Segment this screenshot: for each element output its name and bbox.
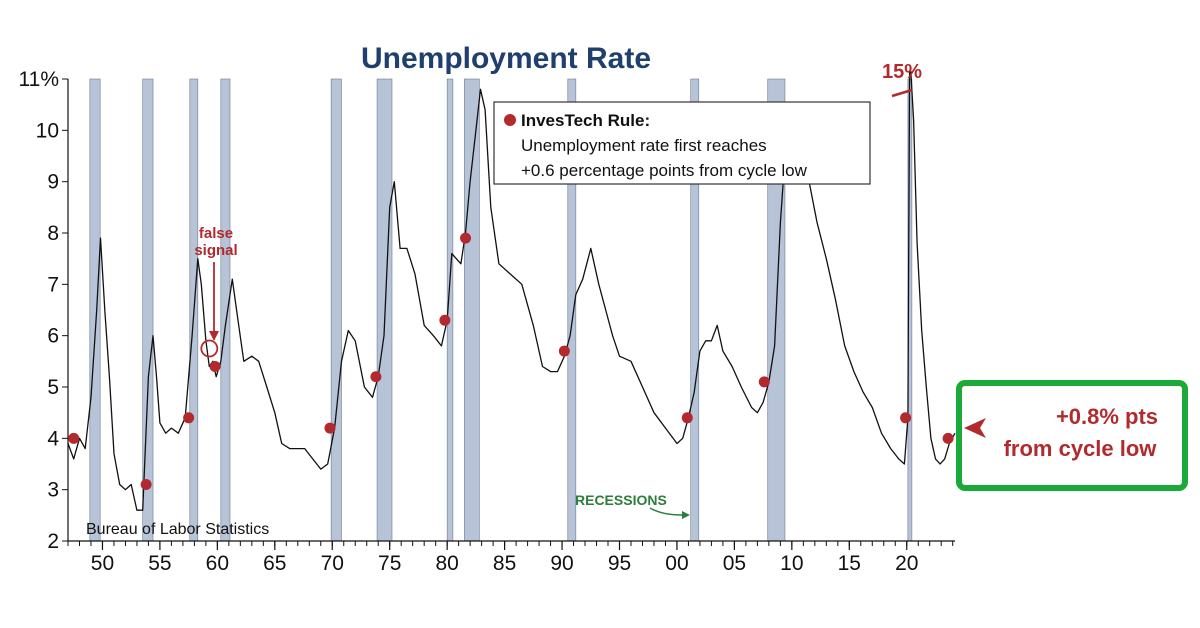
x-tick-label: 60 bbox=[206, 552, 229, 575]
x-tick-label: 20 bbox=[895, 552, 918, 575]
y-tick-label: 5 bbox=[47, 376, 59, 399]
legend-heading: InvesTech Rule: bbox=[521, 111, 650, 130]
signal-dot bbox=[324, 422, 336, 434]
x-tick-label: 65 bbox=[263, 552, 286, 575]
x-tick-label: 90 bbox=[550, 552, 573, 575]
x-tick-label: 50 bbox=[91, 552, 114, 575]
y-tick-label: 11% bbox=[19, 68, 59, 91]
callout-line-1: +0.8% pts bbox=[1056, 404, 1158, 429]
x-tick-label: 80 bbox=[435, 552, 458, 575]
signal-dots bbox=[68, 232, 954, 491]
recession-bar bbox=[89, 78, 101, 542]
y-tick-label: 2 bbox=[47, 530, 59, 553]
unemployment-line bbox=[67, 70, 956, 511]
legend-line-2: +0.6 percentage points from cycle low bbox=[521, 161, 808, 180]
callout-arrow-icon bbox=[964, 418, 986, 438]
recessions-pointer-head bbox=[682, 511, 690, 519]
legend-marker bbox=[504, 114, 516, 126]
callout-box bbox=[956, 380, 1188, 491]
axes: 2 3 4 5 6 7 8 9 10 11% 50 55 60 65 70 75 80 85 90 95 00 05 10 1… bbox=[19, 68, 955, 575]
chart-title: Unemployment Rate bbox=[361, 42, 651, 75]
y-tick-label: 4 bbox=[47, 427, 59, 450]
signal-dot bbox=[900, 412, 912, 424]
signal-dot bbox=[209, 360, 221, 372]
peak-label: 15% bbox=[882, 61, 922, 83]
callout-line-2: from cycle low bbox=[1004, 436, 1158, 461]
false-signal-arrowhead bbox=[209, 331, 219, 341]
signal-dot bbox=[558, 345, 570, 357]
x-tick-label: 00 bbox=[665, 552, 688, 575]
y-tick-label: 9 bbox=[47, 171, 59, 194]
signal-dot bbox=[68, 432, 80, 444]
false-signal-label-line2: signal bbox=[194, 242, 237, 259]
false-signal-label-line1: false bbox=[199, 225, 233, 242]
x-tick-label: 70 bbox=[321, 552, 344, 575]
signal-dot bbox=[439, 314, 451, 326]
legend-box: InvesTech Rule: Unemployment rate first … bbox=[493, 101, 871, 185]
legend-line-1: Unemployment rate first reaches bbox=[521, 136, 767, 155]
y-tick-label: 6 bbox=[47, 325, 59, 348]
signal-dot bbox=[370, 371, 382, 383]
recession-bar bbox=[220, 78, 231, 542]
signal-dot bbox=[140, 479, 152, 491]
recession-bar bbox=[464, 78, 480, 542]
signal-dot bbox=[460, 232, 472, 244]
signal-dot bbox=[681, 412, 693, 424]
y-tick-label: 8 bbox=[47, 222, 59, 245]
y-tick-label: 7 bbox=[47, 273, 59, 296]
x-tick-label: 75 bbox=[378, 552, 401, 575]
x-tick-label: 85 bbox=[493, 552, 516, 575]
y-tick-label: 10 bbox=[36, 119, 59, 142]
legend-frame bbox=[493, 101, 871, 185]
cycle-low-callout: +0.8% pts from cycle low bbox=[956, 380, 1188, 491]
x-tick-label: 95 bbox=[608, 552, 631, 575]
x-tick-label: 55 bbox=[148, 552, 171, 575]
y-tick-label: 3 bbox=[47, 479, 59, 502]
signal-dot bbox=[758, 376, 770, 388]
x-tick-label: 10 bbox=[780, 552, 803, 575]
false-signal-ring bbox=[200, 339, 219, 358]
x-tick-label: 15 bbox=[838, 552, 861, 575]
series-line-layer bbox=[67, 70, 956, 511]
x-tick-label: 05 bbox=[723, 552, 746, 575]
recessions-label: RECESSIONS bbox=[575, 492, 667, 508]
axis-break-mark bbox=[891, 88, 913, 98]
signal-dot bbox=[942, 432, 954, 444]
signal-dot bbox=[183, 412, 195, 424]
recession-bar bbox=[330, 78, 342, 542]
source-note: Bureau of Labor Statistics bbox=[86, 521, 269, 538]
recessions-pointer bbox=[649, 507, 683, 516]
